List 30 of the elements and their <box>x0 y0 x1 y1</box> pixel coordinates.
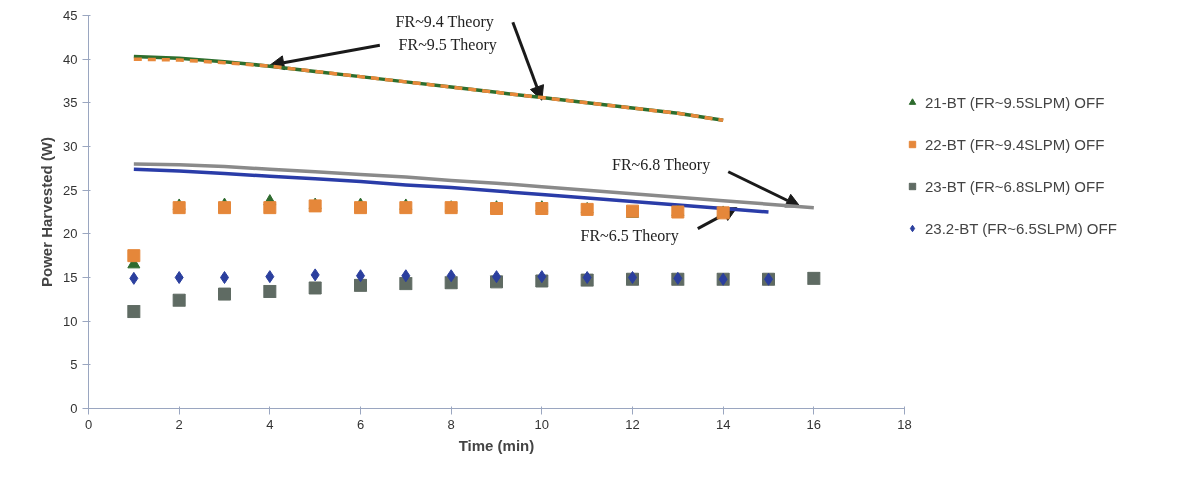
y-tick-label: 35 <box>63 95 78 111</box>
x-tick-label: 18 <box>897 416 912 432</box>
x-axis-title: Time (min) <box>458 436 535 454</box>
x-tick-label: 12 <box>625 416 640 432</box>
annotation: FR~6.8 Theory <box>612 156 711 175</box>
x-tick-label: 10 <box>534 416 550 432</box>
x-tick-label: 14 <box>715 416 731 432</box>
y-tick-label: 25 <box>63 182 78 198</box>
legend-label: 23.2-BT (FR~6.5SLPM) OFF <box>925 219 1117 237</box>
annotation: FR~6.5 Theory <box>580 227 679 246</box>
y-tick-label: 45 <box>63 8 78 23</box>
y-tick-label: 10 <box>63 313 78 329</box>
y-tick-label: 40 <box>63 51 78 67</box>
legend-label: 22-BT (FR~9.4SLPM) OFF <box>925 135 1105 153</box>
x-tick-label: 4 <box>266 416 274 432</box>
y-axis-title: Power Harvested (W) <box>38 136 56 288</box>
legend-label: 23-BT (FR~6.8SLPM) OFF <box>925 177 1105 195</box>
annotation: FR~9.5 Theory <box>398 35 497 54</box>
y-tick-label: 30 <box>63 139 78 154</box>
x-tick-label: 0 <box>84 416 93 432</box>
y-tick-label: 0 <box>70 401 78 416</box>
legend-label: 21-BT (FR~9.5SLPM) OFF <box>925 93 1105 111</box>
y-tick-label: 15 <box>63 270 78 285</box>
x-tick-label: 2 <box>175 416 183 432</box>
x-tick-label: 16 <box>806 416 822 432</box>
annotation: FR~9.4 Theory <box>395 12 494 31</box>
x-tick-label: 6 <box>356 416 365 432</box>
y-tick-label: 20 <box>63 226 78 242</box>
y-tick-label: 5 <box>70 357 78 373</box>
x-tick-label: 8 <box>447 416 455 432</box>
